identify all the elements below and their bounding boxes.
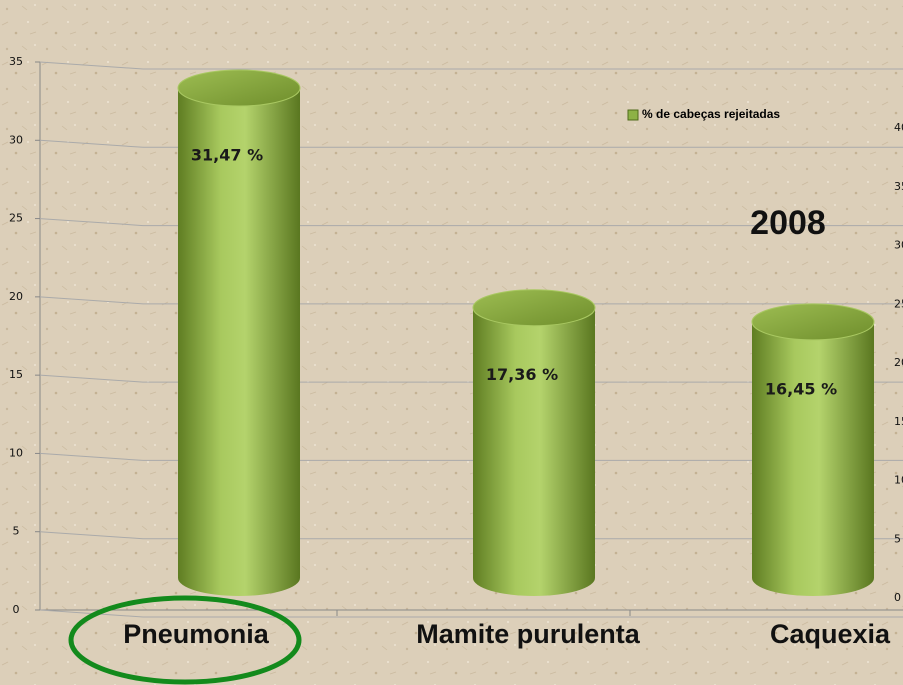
y-tick-label: 25 — [9, 212, 23, 225]
y-tick-label: 0 — [13, 603, 20, 616]
y2-tick-label: 10 — [894, 474, 903, 487]
x-tick-label: Mamite purulenta — [416, 619, 641, 649]
grid-line — [39, 452, 144, 461]
y-tick-label: 35 — [9, 55, 23, 68]
grid-line — [39, 296, 144, 305]
y2-tick-label: 0 — [894, 591, 901, 604]
y2-tick-label: 25 — [894, 297, 903, 310]
legend-label: % de cabeças rejeitadas — [642, 107, 780, 121]
legend-swatch — [627, 109, 639, 121]
y2-tick-label: 20 — [894, 356, 903, 369]
y2-tick-label: 40 — [894, 121, 903, 134]
grid-line — [39, 139, 144, 148]
x-tick-label: Caquexia — [770, 619, 891, 649]
y-tick-label: 5 — [13, 525, 20, 538]
y2-tick-label: 35 — [894, 180, 903, 193]
grid-line — [39, 61, 144, 70]
value-label: 31,47 % — [191, 146, 263, 165]
legend: % de cabeças rejeitadas — [627, 107, 780, 121]
bar — [752, 321, 874, 596]
grid-line — [39, 531, 144, 540]
bar — [473, 307, 595, 596]
grid-line — [39, 218, 144, 227]
x-tick-label: Pneumonia — [123, 619, 270, 649]
y2-tick-label: 30 — [894, 239, 903, 252]
bar-top — [751, 303, 875, 341]
highlight-circle — [68, 595, 302, 685]
bar-top — [177, 69, 301, 107]
y-tick-label: 20 — [9, 290, 23, 303]
grid-line — [39, 374, 144, 383]
value-label: 17,36 % — [486, 365, 558, 384]
y-tick-label: 30 — [9, 133, 23, 146]
y-tick-label: 10 — [9, 446, 23, 459]
y2-tick-label: 5 — [894, 532, 901, 545]
bar-top — [472, 289, 596, 327]
y-tick-label: 15 — [9, 368, 23, 381]
value-label: 16,45 % — [765, 379, 837, 398]
annotation: 2008 — [750, 204, 826, 242]
bar — [178, 88, 300, 597]
y2-tick-label: 15 — [894, 415, 903, 428]
